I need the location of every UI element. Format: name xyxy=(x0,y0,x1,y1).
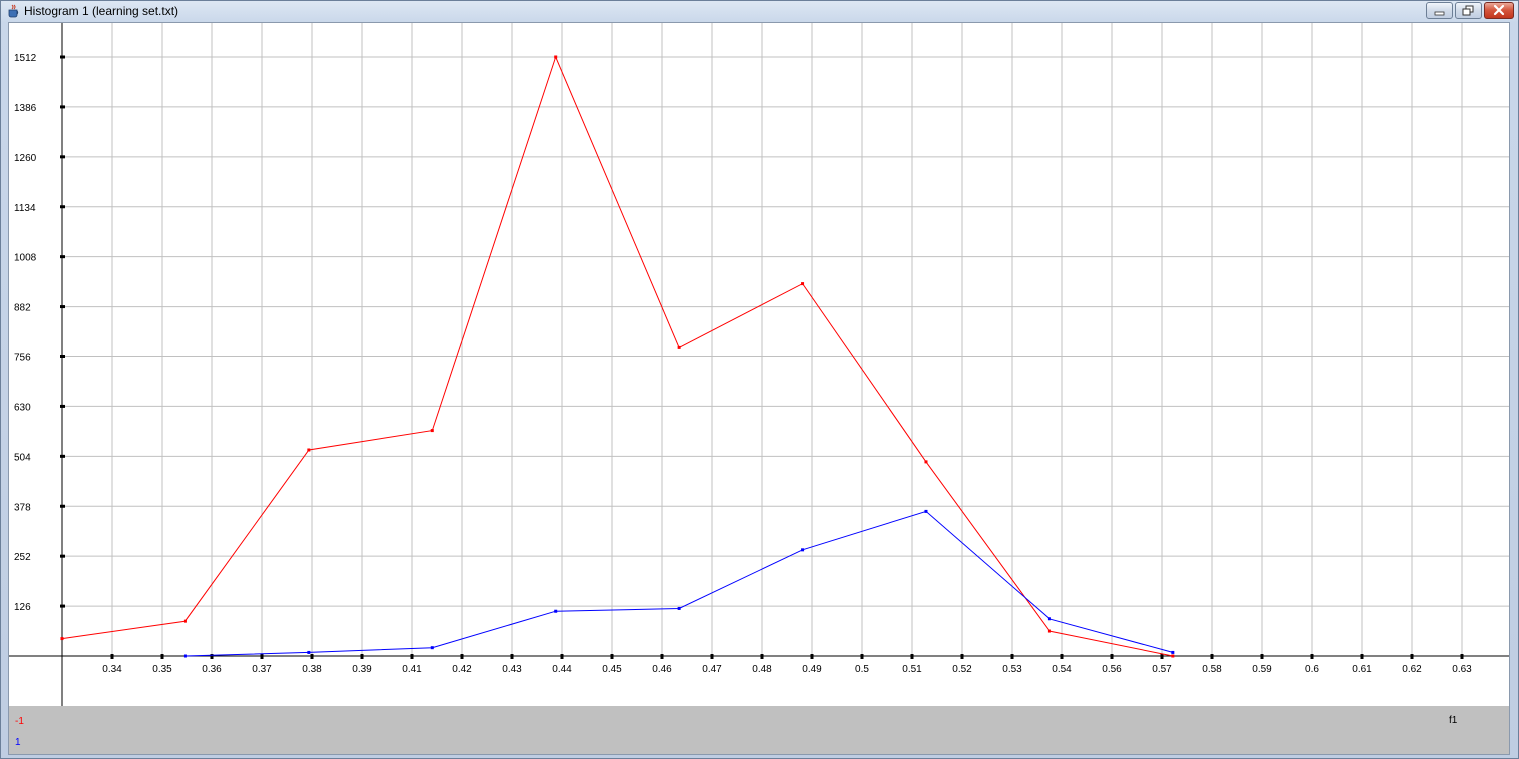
y-tick-label: 1260 xyxy=(14,153,37,164)
x-tick-label: 0.46 xyxy=(652,664,672,675)
legend-series-neg1: -1 xyxy=(15,716,24,727)
x-tick-label: 0.52 xyxy=(952,664,972,675)
data-point xyxy=(924,460,928,464)
y-tick-label: 1512 xyxy=(14,53,37,64)
y-tick-label: 1008 xyxy=(14,253,37,264)
histogram-plot-area[interactable]: 0.34 0.35 0.36 0.37 0.38 0.39 0.41 0.42 0.43 0.44… xyxy=(9,23,1509,706)
restore-icon xyxy=(1462,5,1474,16)
y-tick-label: 126 xyxy=(14,602,31,613)
x-tick-label: 0.62 xyxy=(1402,664,1422,675)
x-tick-label: 0.5 xyxy=(855,664,869,675)
x-tick-label: 0.53 xyxy=(1002,664,1022,675)
x-tick-label: 0.54 xyxy=(1052,664,1072,675)
minimize-icon xyxy=(1434,11,1445,16)
close-icon xyxy=(1493,4,1505,16)
data-point xyxy=(1171,650,1175,654)
x-tick-label: 0.45 xyxy=(602,664,622,675)
data-point xyxy=(554,55,558,59)
x-tick-label: 0.58 xyxy=(1202,664,1222,675)
data-point xyxy=(801,282,805,286)
x-tick-label: 0.42 xyxy=(452,664,472,675)
y-tick-label: 630 xyxy=(14,402,31,413)
x-tick-label: 0.39 xyxy=(352,664,372,675)
data-point xyxy=(924,509,928,513)
close-button[interactable] xyxy=(1484,2,1514,19)
y-tick-label: 378 xyxy=(14,502,31,513)
x-tick-label: 0.47 xyxy=(702,664,722,675)
x-tick-label: 0.59 xyxy=(1252,664,1272,675)
client-area: 0.34 0.35 0.36 0.37 0.38 0.39 0.41 0.42 0.43 0.44… xyxy=(8,22,1510,755)
x-axis-label: f1 xyxy=(1449,715,1458,726)
data-point xyxy=(1171,654,1175,658)
x-tick-label: 0.61 xyxy=(1352,664,1372,675)
y-tick-label: 756 xyxy=(14,353,31,364)
y-tick-label: 252 xyxy=(14,552,31,563)
x-tick-label: 0.38 xyxy=(302,664,322,675)
x-tick-label: 0.63 xyxy=(1452,664,1472,675)
window-title: Histogram 1 (learning set.txt) xyxy=(24,4,179,18)
y-tick-label: 882 xyxy=(14,303,31,314)
data-point xyxy=(801,548,805,552)
x-tick-label: 0.41 xyxy=(402,664,422,675)
series-line-1 xyxy=(185,510,1173,657)
data-point xyxy=(60,637,64,641)
data-point xyxy=(1047,617,1051,621)
x-tick-label: 0.49 xyxy=(802,664,822,675)
x-tick-label: 0.34 xyxy=(102,664,122,675)
x-tick-label: 0.37 xyxy=(252,664,272,675)
y-tick-label: 504 xyxy=(14,452,31,463)
x-tick-label: 0.57 xyxy=(1152,664,1172,675)
data-point xyxy=(307,448,311,452)
legend-band: -1 1 f1 xyxy=(9,706,1509,754)
data-point xyxy=(307,650,311,654)
legend-series-1: 1 xyxy=(15,737,21,748)
data-point xyxy=(183,654,187,658)
x-tick-label: 0.36 xyxy=(202,664,222,675)
data-point xyxy=(677,345,681,349)
x-tick-label: 0.43 xyxy=(502,664,522,675)
x-tick-label: 0.6 xyxy=(1305,664,1319,675)
x-tick-label: 0.51 xyxy=(902,664,922,675)
data-point xyxy=(1047,629,1051,633)
y-tick-label: 1134 xyxy=(14,203,36,214)
data-point xyxy=(183,619,187,623)
data-point xyxy=(554,609,558,613)
minimize-button[interactable] xyxy=(1426,2,1453,19)
title-bar[interactable]: Histogram 1 (learning set.txt) xyxy=(1,1,1518,22)
data-point xyxy=(677,606,681,610)
data-point xyxy=(430,429,434,433)
y-tick-label: 1386 xyxy=(14,103,37,114)
x-tick-label: 0.48 xyxy=(752,664,772,675)
restore-button[interactable] xyxy=(1455,2,1482,19)
java-cup-icon xyxy=(8,4,19,18)
histogram-chart: 0.34 0.35 0.36 0.37 0.38 0.39 0.41 0.42 0.43 0.44… xyxy=(9,23,1509,706)
x-tick-label: 0.35 xyxy=(152,664,172,675)
data-point xyxy=(430,646,434,650)
x-tick-label: 0.56 xyxy=(1102,664,1122,675)
series-line-neg1 xyxy=(61,55,1173,657)
x-tick-label: 0.44 xyxy=(552,664,572,675)
